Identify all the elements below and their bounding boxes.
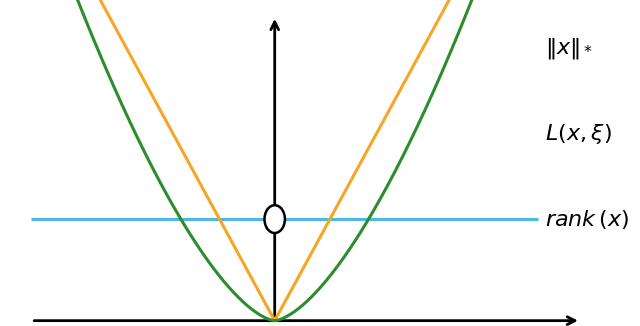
Text: $L(x,\xi)$: $L(x,\xi)$ xyxy=(545,122,612,146)
Circle shape xyxy=(264,205,285,233)
Text: $rank\,(x)$: $rank\,(x)$ xyxy=(545,208,630,230)
Text: $\|x\|_*$: $\|x\|_*$ xyxy=(545,36,593,61)
